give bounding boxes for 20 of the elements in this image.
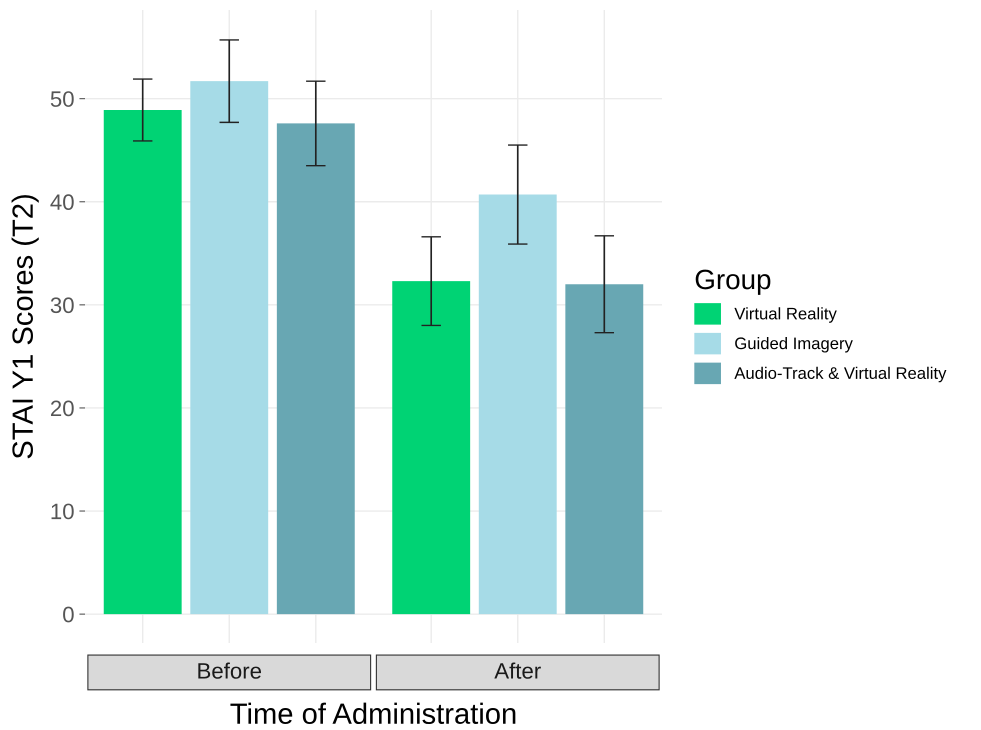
y-tick-label: 30 — [50, 297, 74, 314]
y-tick-label: 40 — [50, 194, 74, 210]
y-tick-label: 20 — [50, 400, 74, 416]
legend-label: Virtual Reality — [734, 307, 837, 323]
x-tick-label: Before — [198, 662, 261, 679]
bar — [190, 81, 268, 614]
legend-title: Group — [696, 270, 770, 295]
bar — [392, 281, 470, 614]
y-tick-label: 10 — [52, 504, 74, 520]
bar — [478, 194, 557, 614]
x-axis-title: Time of Administration — [230, 702, 516, 724]
y-tick-label: 0 — [63, 606, 74, 622]
y-tick-label: 50 — [50, 91, 74, 107]
y-axis-title: STAI Y1 Scores (T2) — [12, 195, 39, 458]
legend-label: Audio-Track & Virtual Reality — [734, 366, 946, 382]
x-tick-label: After — [494, 662, 541, 679]
bar — [276, 123, 355, 614]
legend-label: Guided Imagery — [735, 336, 853, 353]
bar — [565, 284, 644, 614]
bar — [104, 110, 182, 614]
